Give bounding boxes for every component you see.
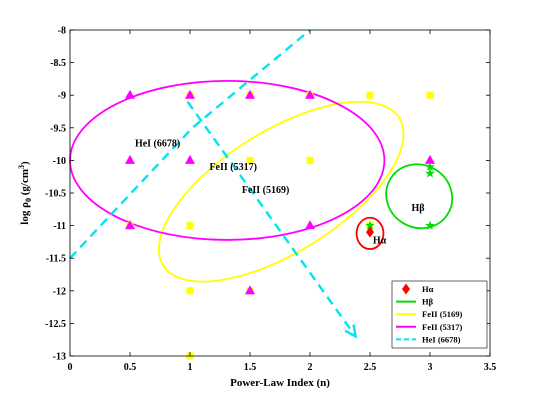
point-s0-4: [427, 92, 434, 99]
annotation-label: Hβ: [411, 203, 424, 214]
legend-label: FeII (5317): [422, 322, 463, 332]
hei-arrow-head: [345, 325, 356, 337]
legend: Hα Hβ FeII (5169) FeII (5317) HeI (6678): [392, 281, 487, 348]
x-tick-label: 0: [68, 362, 73, 373]
point-s0-6: [307, 157, 314, 164]
annotation-label: FeII (5169): [242, 185, 290, 196]
legend-label: FeII (5169): [422, 309, 463, 319]
x-axis-title: Power-Law Index (n): [230, 377, 330, 389]
point-s0-3: [367, 92, 374, 99]
x-tick-label: 1.5: [244, 362, 257, 373]
y-tick-label: -11: [53, 221, 66, 232]
x-tick-label: 3: [428, 362, 433, 373]
y-tick-label: -10.5: [45, 189, 66, 200]
y-tick-label: -9: [58, 91, 66, 102]
point-s0-10: [187, 287, 194, 294]
legend-label: HeI (6678): [422, 334, 461, 344]
annotation-label: Hα: [373, 235, 387, 246]
y-tick-label: -9.5: [50, 123, 66, 134]
y-tick-label: -12.5: [45, 319, 66, 330]
legend-label: Hβ: [422, 297, 434, 307]
annotation-label: FeII (5317): [209, 162, 257, 173]
y-tick-label: -8: [58, 26, 66, 37]
x-tick-label: 3.5: [484, 362, 497, 373]
y-axis-title-close: ): [19, 161, 31, 165]
legend-label: Hα: [422, 284, 434, 294]
y-axis-title: log ρ0 (g/cm3): [17, 161, 33, 225]
point-s2-1: [425, 168, 435, 177]
point-s1-0: [125, 90, 135, 99]
point-s1-5: [185, 155, 195, 164]
y-tick-label: -11.5: [46, 254, 66, 265]
y-tick-label: -10: [53, 156, 66, 167]
y-tick-label: -8.5: [50, 58, 66, 69]
x-tick-label: 1: [188, 362, 193, 373]
x-tick-label: 2.5: [364, 362, 377, 373]
annotation-label: HeI (6678): [135, 138, 180, 149]
y-tick-label: -12: [53, 286, 66, 297]
point-s1-8: [305, 220, 315, 229]
point-s1-4: [125, 155, 135, 164]
y-axis-title-unit: (g/cm: [19, 169, 31, 198]
y-axis-title-prefix: log: [19, 208, 31, 225]
hei-arrow-shaft: [188, 102, 356, 337]
point-s0-8: [187, 222, 194, 229]
y-tick-label: -13: [53, 352, 66, 363]
x-tick-label: 2: [308, 362, 313, 373]
x-tick-label: 0.5: [124, 362, 137, 373]
ellipse-2: [374, 152, 464, 241]
